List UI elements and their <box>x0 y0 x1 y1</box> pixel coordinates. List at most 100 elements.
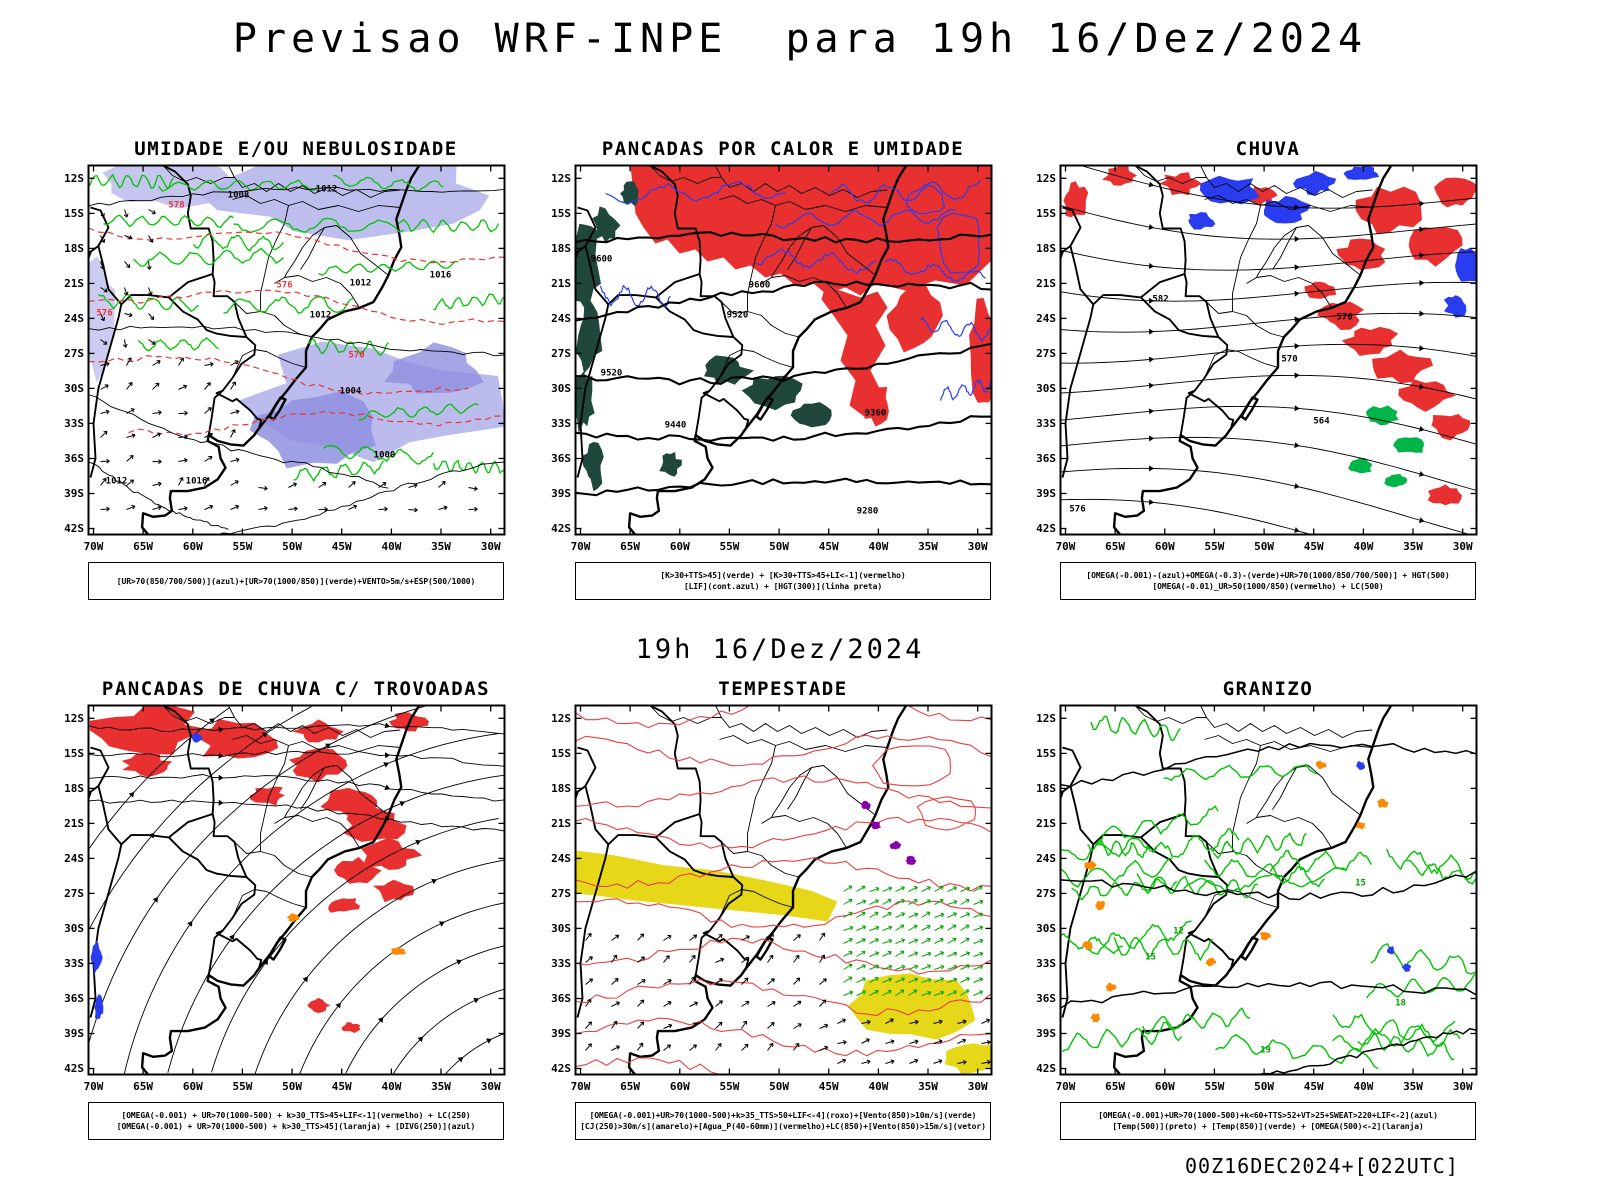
svg-text:15S: 15S <box>551 207 571 220</box>
svg-text:50W: 50W <box>282 540 302 553</box>
svg-text:1012: 1012 <box>316 185 338 195</box>
svg-text:70W: 70W <box>571 540 591 553</box>
svg-text:35W: 35W <box>1403 540 1423 553</box>
svg-text:30S: 30S <box>1036 922 1056 935</box>
svg-text:9280: 9280 <box>857 507 879 517</box>
svg-text:15S: 15S <box>551 747 571 760</box>
panel-title: PANCADAS POR CALOR E UMIDADE <box>601 138 965 160</box>
svg-text:12S: 12S <box>64 172 84 185</box>
svg-text:24S: 24S <box>1036 852 1056 865</box>
panel-title: GRANIZO <box>1222 678 1314 700</box>
svg-text:30S: 30S <box>551 382 571 395</box>
svg-text:42S: 42S <box>1036 1062 1056 1075</box>
svg-text:42S: 42S <box>64 1062 84 1075</box>
svg-text:39S: 39S <box>551 1027 571 1040</box>
svg-text:576: 576 <box>276 281 292 291</box>
svg-text:39S: 39S <box>1036 1027 1056 1040</box>
svg-text:35W: 35W <box>918 1080 938 1093</box>
svg-text:12S: 12S <box>1036 712 1056 725</box>
svg-text:576: 576 <box>96 309 112 319</box>
panel-umidade-nebulosidade: UMIDADE E/OU NEBULOSIDADE 1008 1012 1012 10… <box>58 138 508 600</box>
svg-text:18S: 18S <box>1036 242 1056 255</box>
svg-text:33S: 33S <box>64 417 84 430</box>
svg-text:45W: 45W <box>332 1080 352 1093</box>
svg-text:9520: 9520 <box>601 369 623 379</box>
svg-text:36S: 36S <box>551 452 571 465</box>
legend-caption: [UR>70(850/700/500)](azul)+[UR>70(1000/8… <box>88 562 504 600</box>
svg-text:12S: 12S <box>551 712 571 725</box>
svg-text:70W: 70W <box>84 540 104 553</box>
svg-text:21S: 21S <box>64 277 84 290</box>
svg-text:36S: 36S <box>551 992 571 1005</box>
weather-map-trovoadas: 70W 65W 60W 55W 50W 45W 40W 35W 30W 12S 15S 18S 21S 2… <box>64 704 506 1093</box>
svg-text:21S: 21S <box>1036 817 1056 830</box>
weather-map-granizo: 12 15 15 18 19 70W 65W 60W 55W 50W 45W 40W 35W 30W 12… <box>1036 704 1478 1093</box>
svg-text:578: 578 <box>168 201 184 211</box>
svg-text:18S: 18S <box>64 242 84 255</box>
svg-text:12S: 12S <box>1036 172 1056 185</box>
panel-title: CHUVA <box>1235 138 1301 160</box>
svg-text:18S: 18S <box>551 782 571 795</box>
svg-text:1016: 1016 <box>186 477 208 487</box>
svg-text:9440: 9440 <box>665 421 687 431</box>
svg-text:27S: 27S <box>64 887 84 900</box>
svg-text:42S: 42S <box>551 1062 571 1075</box>
svg-text:15S: 15S <box>64 747 84 760</box>
svg-text:55W: 55W <box>1204 1080 1224 1093</box>
svg-text:33S: 33S <box>1036 957 1056 970</box>
svg-text:1012: 1012 <box>350 279 372 289</box>
svg-text:12S: 12S <box>64 712 84 725</box>
svg-text:30S: 30S <box>551 922 571 935</box>
weather-map-pancadas-calor: 9600 9600 9520 9520 9440 9360 9280 70W 65W 60W 55… <box>551 164 993 553</box>
svg-text:40W: 40W <box>1353 1080 1373 1093</box>
svg-text:33S: 33S <box>551 417 571 430</box>
svg-text:15S: 15S <box>1036 747 1056 760</box>
svg-text:50W: 50W <box>769 540 789 553</box>
svg-text:36S: 36S <box>1036 452 1056 465</box>
svg-text:1008: 1008 <box>228 191 250 201</box>
svg-text:50W: 50W <box>1254 1080 1274 1093</box>
svg-text:1012: 1012 <box>106 477 128 487</box>
svg-text:9360: 9360 <box>865 409 887 419</box>
svg-text:21S: 21S <box>1036 277 1056 290</box>
svg-text:33S: 33S <box>64 957 84 970</box>
svg-text:30W: 30W <box>481 1080 501 1093</box>
svg-text:60W: 60W <box>670 1080 690 1093</box>
svg-text:40W: 40W <box>1353 540 1373 553</box>
svg-text:1000: 1000 <box>374 451 396 461</box>
svg-text:9600: 9600 <box>591 255 613 265</box>
svg-text:9600: 9600 <box>749 281 771 291</box>
svg-text:35W: 35W <box>431 540 451 553</box>
svg-text:30W: 30W <box>968 540 988 553</box>
svg-text:60W: 60W <box>183 1080 203 1093</box>
legend-caption: [OMEGA(-0.001)+UR>70(1000-500)+k>35_TTS>… <box>575 1102 991 1140</box>
panel-tempestade: TEMPESTADE 70W 65W 60W 55W 50W 45W 40W 35W 30W 12… <box>545 678 995 1140</box>
svg-text:30S: 30S <box>1036 382 1056 395</box>
svg-text:36S: 36S <box>64 992 84 1005</box>
svg-text:576: 576 <box>1336 313 1352 323</box>
svg-text:12: 12 <box>1173 927 1184 937</box>
svg-text:582: 582 <box>1152 295 1168 305</box>
svg-text:27S: 27S <box>551 887 571 900</box>
svg-text:70W: 70W <box>84 1080 104 1093</box>
svg-text:12S: 12S <box>551 172 571 185</box>
svg-text:27S: 27S <box>1036 887 1056 900</box>
svg-text:27S: 27S <box>64 347 84 360</box>
svg-text:30S: 30S <box>64 922 84 935</box>
svg-text:65W: 65W <box>620 1080 640 1093</box>
svg-text:45W: 45W <box>332 540 352 553</box>
legend-line: [OMEGA(-0.001)+UR>70(1000-500)+k>35_TTS>… <box>589 1111 977 1120</box>
svg-text:18S: 18S <box>64 782 84 795</box>
svg-text:42S: 42S <box>551 522 571 535</box>
svg-text:564: 564 <box>1313 417 1330 427</box>
svg-text:27S: 27S <box>551 347 571 360</box>
legend-line: [UR>70(850/700/500)](azul)+[UR>70(1000/8… <box>116 576 476 586</box>
legend-caption: [OMEGA(-0.001)-(azul)+OMEGA(-0.3)-(verde… <box>1060 562 1476 600</box>
svg-text:24S: 24S <box>551 852 571 865</box>
svg-text:39S: 39S <box>1036 487 1056 500</box>
svg-text:19: 19 <box>1260 1046 1271 1056</box>
legend-line: [OMEGA(-0.001) + UR>70(1000-500) + k>30_… <box>116 1122 476 1131</box>
svg-text:39S: 39S <box>551 487 571 500</box>
legend-line: [OMEGA(-0.01)_UR>50(1000/850)(vermelho) … <box>1152 582 1384 591</box>
svg-text:9520: 9520 <box>727 311 749 321</box>
